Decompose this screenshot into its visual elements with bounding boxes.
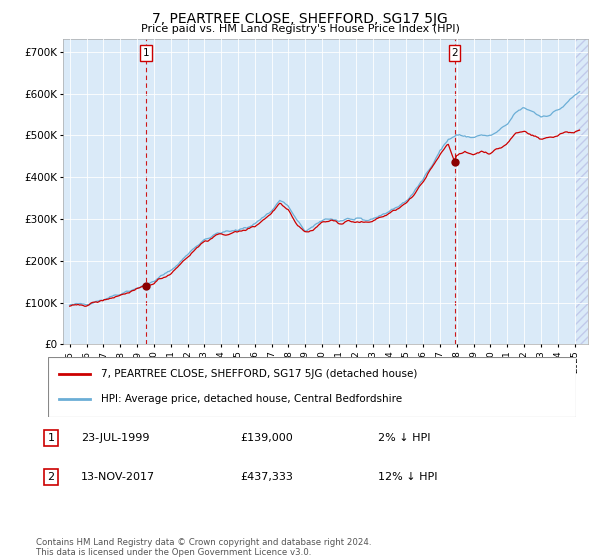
- Text: 23-JUL-1999: 23-JUL-1999: [81, 433, 149, 443]
- Text: £139,000: £139,000: [240, 433, 293, 443]
- Text: £437,333: £437,333: [240, 472, 293, 482]
- Text: 7, PEARTREE CLOSE, SHEFFORD, SG17 5JG (detached house): 7, PEARTREE CLOSE, SHEFFORD, SG17 5JG (d…: [101, 368, 417, 379]
- Text: 2% ↓ HPI: 2% ↓ HPI: [378, 433, 431, 443]
- Text: 1: 1: [47, 433, 55, 443]
- Text: Price paid vs. HM Land Registry's House Price Index (HPI): Price paid vs. HM Land Registry's House …: [140, 24, 460, 34]
- FancyBboxPatch shape: [48, 357, 576, 417]
- Text: 2: 2: [451, 48, 458, 58]
- Text: 1: 1: [143, 48, 149, 58]
- Bar: [575, 39, 588, 344]
- Text: 12% ↓ HPI: 12% ↓ HPI: [378, 472, 437, 482]
- Text: 7, PEARTREE CLOSE, SHEFFORD, SG17 5JG: 7, PEARTREE CLOSE, SHEFFORD, SG17 5JG: [152, 12, 448, 26]
- Text: 13-NOV-2017: 13-NOV-2017: [81, 472, 155, 482]
- Text: Contains HM Land Registry data © Crown copyright and database right 2024.
This d: Contains HM Land Registry data © Crown c…: [36, 538, 371, 557]
- Text: HPI: Average price, detached house, Central Bedfordshire: HPI: Average price, detached house, Cent…: [101, 394, 402, 404]
- Text: 2: 2: [47, 472, 55, 482]
